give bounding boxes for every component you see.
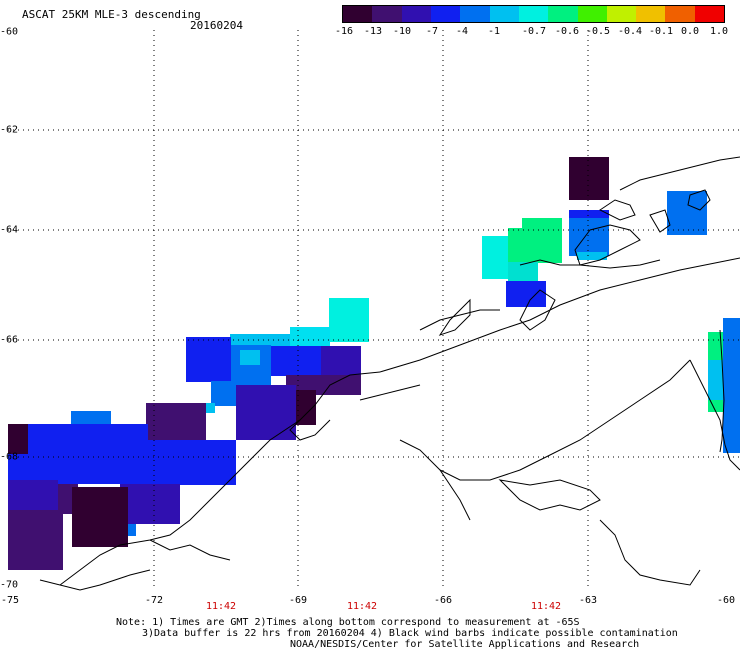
colorbar-swatch [372, 6, 402, 22]
colorbar-swatch [665, 6, 695, 22]
time-label: 11:42 [205, 601, 237, 612]
colorbar-swatch [401, 6, 431, 22]
lat-label: -62 [0, 124, 19, 136]
time-label: 11:42 [530, 601, 562, 612]
colorbar-label: -0.4 [617, 26, 643, 37]
colorbar-label: 1.0 [709, 26, 729, 37]
lon-label: -75 [0, 595, 20, 606]
note-line-2: 3)Data buffer is 22 hrs from 20160204 4)… [142, 628, 678, 639]
lon-label: -69 [288, 595, 308, 606]
note-line-1: Note: 1) Times are GMT 2)Times along bot… [116, 617, 580, 628]
colorbar-label: -13 [363, 26, 383, 37]
lon-label: -63 [578, 595, 598, 606]
lat-label: -60 [0, 26, 19, 38]
colorbar-label: -4 [455, 26, 469, 37]
colorbar-label: -0.6 [554, 26, 580, 37]
colorbar-swatch [430, 6, 461, 22]
lat-label: -68 [0, 451, 19, 463]
colorbar-swatch [518, 6, 549, 22]
time-label: 11:42 [346, 601, 378, 612]
colorbar-swatch [343, 6, 373, 22]
map-title: ASCAT 25KM MLE-3 descending [22, 8, 201, 21]
lon-label: -60 [716, 595, 736, 606]
colorbar-label: -0.5 [585, 26, 611, 37]
colorbar-swatch [548, 6, 578, 22]
lat-label: -64 [0, 224, 19, 236]
lat-label: -70 [0, 579, 19, 591]
colorbar-label: -0.7 [521, 26, 547, 37]
colorbar-swatch [489, 6, 519, 22]
coastline [39, 156, 740, 591]
colorbar-label: -10 [392, 26, 412, 37]
lon-label: -72 [144, 595, 164, 606]
colorbar-label: -1 [487, 26, 501, 37]
colorbar-swatch [636, 6, 666, 22]
note-line-3: NOAA/NESDIS/Center for Satellite Applica… [290, 639, 640, 650]
lat-label: -66 [0, 334, 19, 346]
lon-label: -66 [433, 595, 453, 606]
colorbar-swatch [694, 6, 725, 22]
colorbar-swatch [460, 6, 490, 22]
colorbar [342, 5, 725, 23]
colorbar-swatch [577, 6, 607, 22]
colorbar-label: -0.1 [648, 26, 674, 37]
map-date: 20160204 [190, 19, 243, 32]
graticule [8, 30, 740, 590]
colorbar-label: -7 [425, 26, 439, 37]
colorbar-label: -16 [334, 26, 354, 37]
colorbar-label: 0.0 [680, 26, 700, 37]
data-swath [8, 157, 740, 570]
colorbar-swatch [606, 6, 637, 22]
